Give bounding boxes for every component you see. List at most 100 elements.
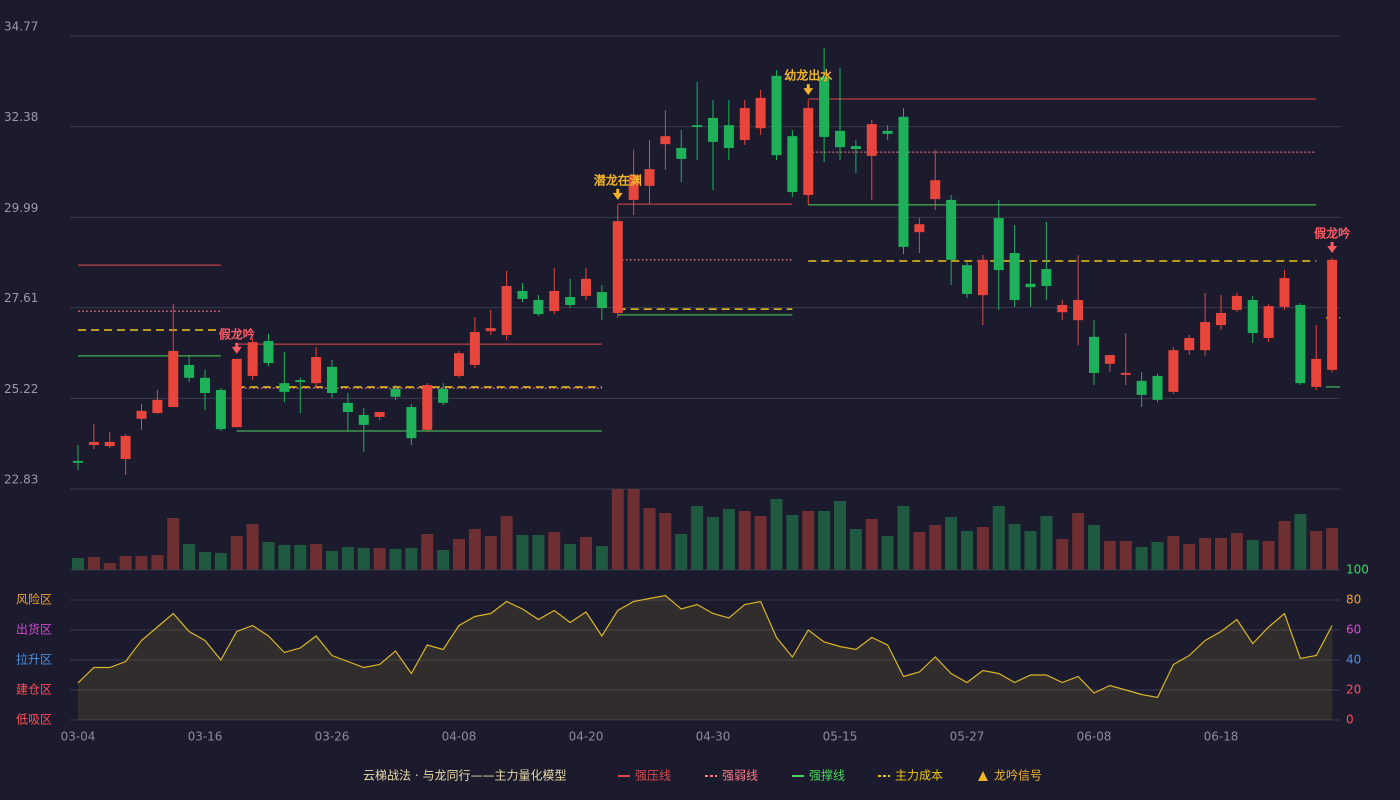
candle-body: [1041, 268, 1052, 287]
candle-body: [628, 174, 639, 200]
candle-body: [454, 353, 464, 376]
volume-bar: [1167, 536, 1180, 570]
zone-label: 低吸区: [16, 713, 52, 727]
candle-body: [1009, 253, 1020, 301]
signal-label: 假龙吟: [219, 326, 255, 341]
candle-body: [596, 292, 607, 309]
volume-bar: [1135, 547, 1148, 570]
volume-bar: [151, 555, 164, 570]
candle-body: [374, 411, 385, 417]
volume-bar: [87, 557, 100, 570]
legend-label: 强弱线: [722, 769, 758, 783]
candle-body: [977, 259, 988, 296]
volume-bar: [770, 499, 783, 570]
candle-body: [1104, 355, 1115, 364]
candle-body: [168, 350, 179, 408]
candle-body: [279, 383, 290, 392]
volume-bar: [1215, 538, 1227, 570]
candle-body: [200, 377, 210, 394]
candle-body: [692, 125, 703, 128]
volume-bar: [214, 553, 227, 570]
candle-body: [1025, 283, 1036, 288]
volume-bar: [881, 536, 894, 570]
signal-label: 潜龙在渊: [594, 172, 642, 187]
volume-bar: [1103, 541, 1116, 570]
volume-bar: [913, 532, 926, 570]
volume-bar: [1183, 544, 1196, 570]
candle-body: [231, 358, 242, 428]
candle-body: [327, 366, 337, 394]
volume-bar: [1294, 514, 1307, 570]
volume-bar: [1151, 542, 1164, 570]
volume-bar: [627, 489, 640, 570]
candle-body: [136, 410, 147, 419]
volume-bar: [294, 545, 307, 570]
candle-body: [152, 399, 163, 414]
candle-body: [1247, 300, 1258, 334]
candle-body: [533, 300, 544, 315]
signal-arrow: [803, 88, 814, 96]
candle-body: [263, 341, 274, 364]
x-tick-label: 05-27: [950, 730, 985, 744]
volume-bar: [1262, 541, 1275, 570]
y-tick-label: 32.38: [4, 110, 38, 124]
x-tick-label: 04-30: [696, 730, 731, 744]
zone-label: 拉升区: [16, 652, 52, 667]
volume-bar: [183, 544, 196, 570]
volume-bar: [961, 531, 973, 570]
candle-body: [660, 136, 671, 145]
y-tick-label: 34.77: [4, 20, 38, 34]
legend-label: 龙吟信号: [994, 768, 1042, 783]
volume-bar: [262, 542, 275, 570]
volume-bar: [326, 551, 338, 570]
volume-bar: [230, 536, 243, 570]
volume-bar: [564, 544, 577, 570]
candle-body: [549, 290, 560, 312]
volume-bar: [659, 513, 672, 570]
y-tick-label: 80: [1346, 593, 1361, 607]
legend-label: 强撑线: [809, 768, 845, 783]
volume-bar: [1310, 531, 1323, 570]
volume-bar: [484, 536, 497, 570]
volume-bar: [135, 556, 148, 570]
volume-bar: [834, 501, 846, 570]
signal-arrow: [1327, 245, 1338, 253]
volume-bar: [167, 518, 180, 570]
volume-bar: [992, 506, 1005, 570]
zone-label: 出货区: [16, 622, 52, 637]
x-tick-label: 03-16: [188, 730, 223, 744]
legend-label: 强压线: [635, 769, 671, 783]
volume-bar: [1008, 524, 1021, 570]
y-tick-label: 40: [1346, 653, 1361, 667]
volume-bar: [929, 525, 942, 570]
signal-arrow-stem: [616, 188, 620, 194]
signal-arrow-stem: [806, 84, 810, 90]
candle-body: [406, 407, 417, 439]
candle-body: [1152, 375, 1163, 400]
legend-title: 云梯战法 · 与龙同行——主力量化模型: [363, 769, 566, 783]
candle-body: [120, 435, 131, 460]
zone-label: 风险区: [16, 592, 52, 607]
x-tick-label: 06-18: [1204, 730, 1239, 744]
candle-body: [1231, 295, 1242, 310]
volume-bar: [421, 534, 434, 570]
candle-body: [581, 278, 591, 296]
candle-body: [390, 388, 401, 397]
candle-body: [295, 380, 306, 383]
candle-body: [676, 147, 687, 159]
candle-body: [501, 286, 512, 335]
candle-body: [1136, 380, 1147, 395]
candle-body: [1073, 300, 1084, 321]
volume-bar: [357, 548, 370, 570]
candle-body: [708, 117, 718, 142]
signal-arrow: [612, 192, 623, 200]
candle-body: [184, 364, 195, 378]
candle-body: [882, 130, 893, 134]
y-tick-label: 60: [1346, 623, 1361, 637]
x-tick-label: 03-26: [315, 730, 350, 744]
volume-bar: [1040, 516, 1053, 570]
volume-bar: [1056, 539, 1069, 570]
volume-bar: [945, 517, 958, 570]
